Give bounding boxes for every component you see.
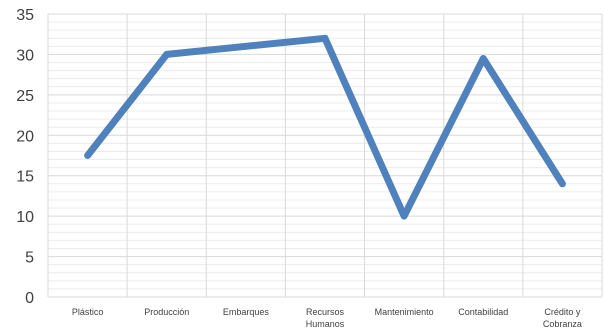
x-tick-label: Embarques — [223, 307, 270, 317]
x-tick-label: Mantenimiento — [375, 307, 434, 317]
y-tick-label: 25 — [16, 88, 34, 105]
x-axis-ticks: Plástico Producción Embarques Recursos Human… — [72, 307, 582, 329]
x-tick-label: Recursos Humanos — [306, 307, 345, 329]
y-tick-label: 20 — [16, 128, 34, 145]
y-tick-label: 5 — [25, 250, 34, 267]
y-tick-label: 15 — [16, 169, 34, 186]
x-tick-label: Plástico — [72, 307, 104, 317]
x-tick-label: Crédito y Cobranza — [543, 307, 582, 329]
gridlines — [47, 13, 603, 298]
x-tick-label: Contabilidad — [458, 307, 508, 317]
y-axis-ticks: 0 5 10 15 20 25 30 35 — [16, 7, 34, 307]
x-tick-label: Producción — [144, 307, 189, 317]
y-tick-label: 35 — [16, 7, 34, 24]
y-tick-label: 30 — [16, 47, 34, 64]
series-group — [84, 34, 566, 220]
y-tick-label: 10 — [16, 209, 34, 226]
y-tick-label: 0 — [25, 290, 34, 307]
